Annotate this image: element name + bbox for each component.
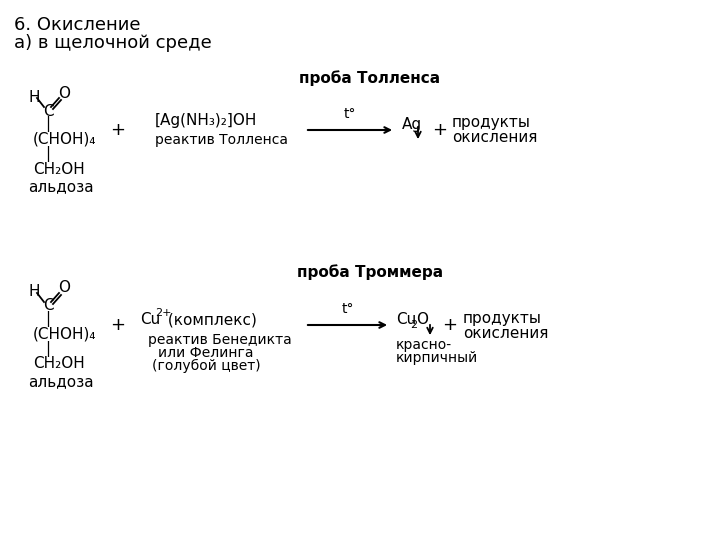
Text: реактив Толленса: реактив Толленса [155, 133, 288, 147]
Text: (голубой цвет): (голубой цвет) [152, 359, 261, 373]
Text: 2: 2 [410, 320, 417, 330]
Text: (CHOH)₄: (CHOH)₄ [33, 132, 96, 146]
Text: 2+: 2+ [155, 308, 171, 318]
Text: C: C [43, 299, 53, 314]
Text: проба Толленса: проба Толленса [300, 70, 441, 86]
Text: CH₂OH: CH₂OH [33, 161, 85, 177]
Text: O: O [58, 280, 70, 295]
Text: H: H [28, 285, 40, 300]
Text: 6. Окисление: 6. Окисление [14, 16, 140, 34]
Text: проба Троммера: проба Троммера [297, 264, 443, 280]
Text: кирпичный: кирпичный [396, 351, 478, 365]
Text: а) в щелочной среде: а) в щелочной среде [14, 34, 212, 52]
Text: |: | [45, 341, 50, 357]
Text: [Ag(NH₃)₂]OH: [Ag(NH₃)₂]OH [155, 112, 257, 127]
Text: продукты: продукты [452, 114, 531, 130]
Text: красно-: красно- [396, 338, 452, 352]
Text: +: + [110, 316, 125, 334]
Text: CH₂OH: CH₂OH [33, 356, 85, 372]
Text: +: + [110, 121, 125, 139]
Text: (комплекс): (комплекс) [163, 313, 257, 327]
Text: +: + [432, 121, 447, 139]
Text: Ag: Ag [402, 117, 422, 132]
Text: или Фелинга: или Фелинга [158, 346, 253, 360]
Text: Cu: Cu [140, 313, 161, 327]
Text: окисления: окисления [452, 131, 537, 145]
Text: Cu: Cu [396, 312, 416, 327]
Text: C: C [43, 104, 53, 118]
Text: t°: t° [341, 302, 354, 316]
Text: O: O [58, 85, 70, 100]
Text: альдоза: альдоза [28, 375, 94, 389]
Text: окисления: окисления [463, 326, 549, 341]
Text: (CHOH)₄: (CHOH)₄ [33, 327, 96, 341]
Text: t°: t° [343, 107, 356, 121]
Text: O: O [416, 312, 428, 327]
Text: |: | [45, 311, 50, 327]
Text: альдоза: альдоза [28, 179, 94, 194]
Text: реактив Бенедикта: реактив Бенедикта [148, 333, 292, 347]
Text: H: H [28, 90, 40, 105]
Text: |: | [45, 116, 50, 132]
Text: |: | [45, 146, 50, 162]
Text: продукты: продукты [463, 310, 542, 326]
Text: +: + [442, 316, 457, 334]
